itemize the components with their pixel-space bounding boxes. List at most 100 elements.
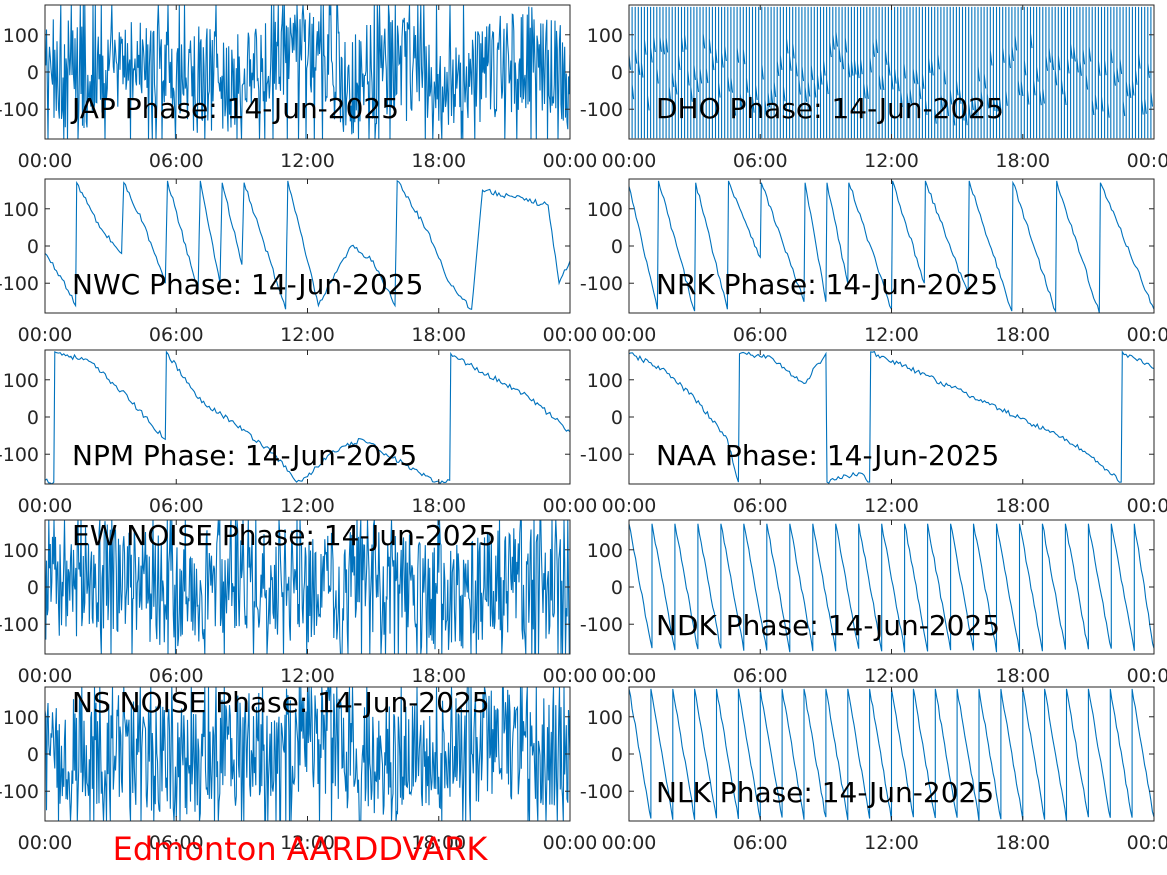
phase-series-line — [45, 687, 570, 821]
x-tick-label: 18:00 — [411, 324, 466, 346]
y-tick-label: -100 — [0, 273, 39, 295]
x-tick-label: 18:00 — [995, 832, 1050, 854]
x-tick-label: 12:00 — [280, 665, 335, 687]
y-tick-label: 0 — [27, 577, 39, 599]
x-tick-label: 18:00 — [995, 150, 1050, 172]
phase-series-line — [629, 180, 1154, 313]
phase-series-line — [45, 520, 570, 654]
y-tick-label: 100 — [3, 199, 39, 221]
panel-title: NPM Phase: 14-Jun-2025 — [72, 439, 417, 472]
x-tick-label: 18:00 — [411, 665, 466, 687]
y-tick-label: 0 — [611, 744, 623, 766]
subplot-4: 100 0 -100 00:00 06:00 12:00 18:00 00:00 NPM Pha… — [0, 349, 598, 517]
x-tick-label: 06:00 — [149, 150, 204, 172]
x-tick-label: 12:00 — [864, 832, 919, 854]
phase-series-line — [629, 350, 1154, 484]
phase-series-line — [45, 5, 570, 139]
x-tick-label: 06:00 — [733, 495, 788, 517]
x-tick-label: 06:00 — [733, 150, 788, 172]
y-tick-label: -100 — [0, 99, 39, 121]
x-tick-label: 12:00 — [280, 150, 335, 172]
x-tick-label: 12:00 — [864, 324, 919, 346]
x-tick-label: 00:00 — [543, 832, 598, 854]
x-tick-label: 06:00 — [149, 324, 204, 346]
y-tick-label: 100 — [587, 540, 623, 562]
subplot-grid: 100 0 -100 00:00 06:00 12:00 18:00 00:00 JAP Pha… — [0, 4, 1167, 854]
y-tick-label: 100 — [587, 199, 623, 221]
phase-series-line — [629, 6, 1154, 139]
subplot-2: 100 0 -100 00:00 06:00 12:00 18:00 00:00 NWC Pha… — [0, 178, 598, 346]
x-tick-label: 00:00 — [543, 324, 598, 346]
x-tick-label: 06:00 — [149, 665, 204, 687]
site-label: Edmonton AARDDVARK — [113, 830, 489, 868]
subplot-5: 100 0 -100 00:00 06:00 12:00 18:00 00:00 NAA Pha… — [580, 349, 1167, 517]
y-tick-label: 0 — [611, 236, 623, 258]
panel-title: JAP Phase: 14-Jun-2025 — [70, 92, 399, 125]
panel-title: NAA Phase: 14-Jun-2025 — [656, 439, 999, 472]
x-tick-label: 00:00 — [1127, 495, 1167, 517]
y-tick-label: -100 — [580, 99, 623, 121]
x-tick-label: 00:00 — [18, 150, 73, 172]
y-tick-label: 100 — [3, 540, 39, 562]
x-tick-label: 00:00 — [602, 150, 657, 172]
panel-title: NLK Phase: 14-Jun-2025 — [656, 776, 994, 809]
y-tick-label: -100 — [0, 614, 39, 636]
x-tick-label: 06:00 — [733, 832, 788, 854]
panel-title: NRK Phase: 14-Jun-2025 — [656, 268, 998, 301]
x-tick-label: 12:00 — [280, 495, 335, 517]
x-tick-label: 00:00 — [18, 832, 73, 854]
y-tick-label: -100 — [580, 781, 623, 803]
panel-title: NWC Phase: 14-Jun-2025 — [72, 268, 423, 301]
x-tick-label: 06:00 — [149, 495, 204, 517]
x-tick-label: 06:00 — [733, 324, 788, 346]
y-tick-label: -100 — [580, 273, 623, 295]
x-tick-label: 00:00 — [18, 495, 73, 517]
x-tick-label: 00:00 — [1127, 324, 1167, 346]
subplot-9: 100 0 -100 00:00 06:00 12:00 18:00 00:00 NLK Pha… — [580, 686, 1167, 854]
y-tick-label: 100 — [587, 25, 623, 47]
subplot-8: 100 0 -100 00:00 06:00 12:00 18:00 00:00 NS NOIS… — [0, 686, 597, 854]
x-tick-label: 00:00 — [18, 324, 73, 346]
panel-title: NS NOISE Phase: 14-Jun-2025 — [72, 686, 490, 719]
panel-title: NDK Phase: 14-Jun-2025 — [656, 609, 1000, 642]
panel-title: DHO Phase: 14-Jun-2025 — [656, 92, 1004, 125]
x-tick-label: 12:00 — [864, 665, 919, 687]
y-tick-label: -100 — [580, 444, 623, 466]
y-tick-label: 0 — [27, 62, 39, 84]
x-tick-label: 00:00 — [602, 324, 657, 346]
x-tick-label: 00:00 — [1127, 150, 1167, 172]
x-tick-label: 18:00 — [411, 832, 466, 854]
y-tick-label: -100 — [0, 781, 39, 803]
x-tick-label: 00:00 — [602, 665, 657, 687]
subplot-6: 100 0 -100 00:00 06:00 12:00 18:00 00:00 EW NOIS… — [0, 519, 597, 687]
phase-series-line — [629, 688, 1154, 821]
x-tick-label: 00:00 — [602, 832, 657, 854]
subplot-1: 100 0 -100 00:00 06:00 12:00 18:00 00:00 DHO Pha… — [580, 4, 1167, 172]
phase-series-line — [45, 179, 570, 310]
x-tick-label: 18:00 — [995, 665, 1050, 687]
x-tick-label: 18:00 — [411, 150, 466, 172]
x-tick-label: 12:00 — [280, 324, 335, 346]
x-tick-label: 00:00 — [543, 495, 598, 517]
y-tick-label: 0 — [611, 407, 623, 429]
x-tick-label: 18:00 — [995, 324, 1050, 346]
x-tick-label: 00:00 — [602, 495, 657, 517]
x-tick-label: 06:00 — [149, 832, 204, 854]
x-tick-label: 00:00 — [1127, 665, 1167, 687]
x-tick-label: 00:00 — [543, 665, 598, 687]
subplot-0: 100 0 -100 00:00 06:00 12:00 18:00 00:00 JAP Pha… — [0, 4, 598, 172]
x-tick-label: 06:00 — [733, 665, 788, 687]
y-tick-label: 100 — [3, 25, 39, 47]
y-tick-label: 0 — [611, 577, 623, 599]
y-tick-label: 0 — [27, 236, 39, 258]
y-tick-label: 0 — [27, 744, 39, 766]
y-tick-label: 0 — [611, 62, 623, 84]
y-tick-label: -100 — [580, 614, 623, 636]
x-tick-label: 18:00 — [411, 495, 466, 517]
panel-title: EW NOISE Phase: 14-Jun-2025 — [72, 519, 496, 552]
x-tick-label: 00:00 — [1127, 832, 1167, 854]
y-tick-label: 100 — [3, 370, 39, 392]
x-tick-label: 00:00 — [543, 150, 598, 172]
x-tick-label: 00:00 — [18, 665, 73, 687]
